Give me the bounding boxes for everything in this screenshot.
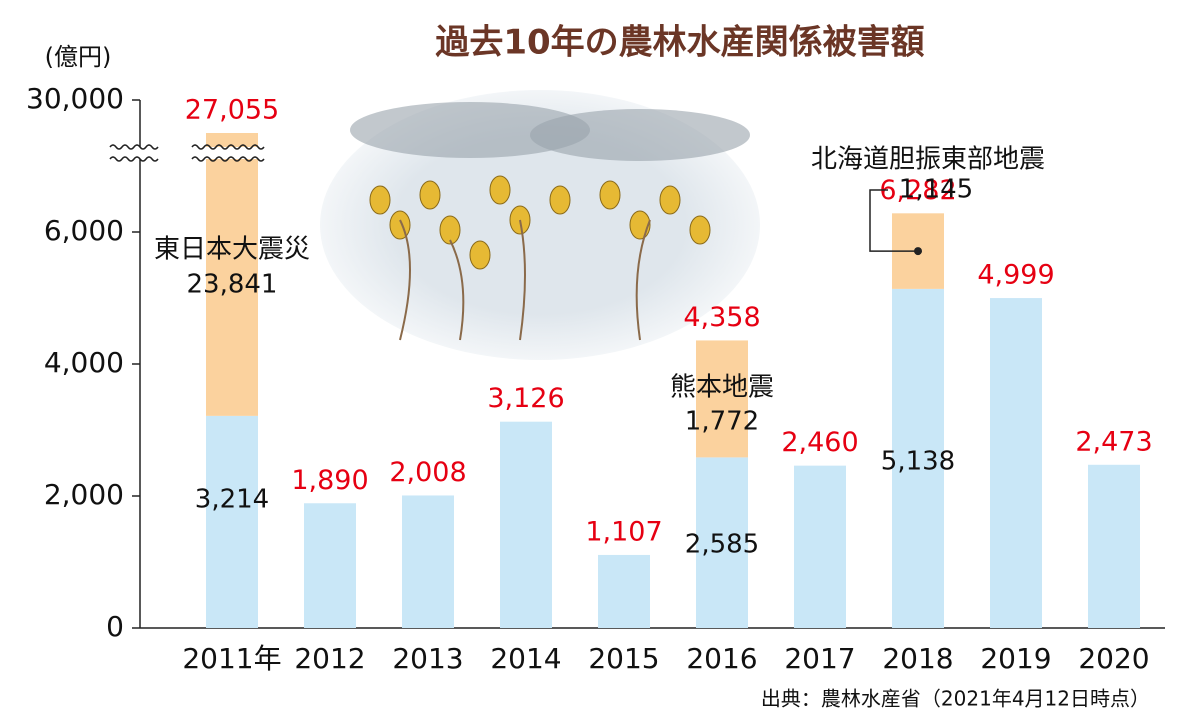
value-label: 1,772 [685,407,759,437]
y-unit: (億円) [45,43,112,71]
leader-dot [914,247,922,255]
value-label: 2,585 [685,530,759,560]
total-label: 27,055 [185,95,279,126]
annotation: 北海道胆振東部地震 [811,145,1045,175]
x-tick-label: 2016 [686,642,757,675]
x-tick-label: 2014 [490,642,561,675]
x-tick-label: 2013 [392,642,463,675]
chart: 過去10年の農林水産関係被害額 (億円) 出典：農林水産省（2021年4月12日… [0,0,1177,720]
total-label: 2,460 [781,427,858,458]
bar-segment [304,503,356,628]
y-tick-label: 30,000 [26,82,124,115]
value-label: 1,145 [899,175,973,205]
value-label: 3,214 [195,485,269,515]
total-label: 1,107 [585,516,662,547]
annotation: 熊本地震 [670,373,774,403]
value-label: 5,138 [881,447,955,477]
y-tick-label: 2,000 [44,478,124,511]
total-label: 2,008 [389,457,466,488]
total-label: 1,890 [291,465,368,496]
source: 出典：農林水産省（2021年4月12日時点） [761,687,1150,711]
bar-segment [990,298,1042,628]
chart-title: 過去10年の農林水産関係被害額 [435,23,924,63]
x-tick-label: 2020 [1078,642,1149,675]
bar-segment [402,495,454,628]
bar-segment [794,466,846,628]
x-tick-label: 2012 [294,642,365,675]
bar-segment [500,422,552,628]
total-label: 2,473 [1075,426,1152,457]
bar-segment [598,555,650,628]
x-tick-label: 2018 [882,642,953,675]
x-tick-label: 2019 [980,642,1051,675]
bar-segment [206,416,258,628]
x-tick-label: 2017 [784,642,855,675]
total-label: 4,999 [977,260,1054,291]
total-label: 3,126 [487,383,564,414]
x-tick-label: 2011年 [182,642,281,675]
annotation: 東日本大震災 [154,235,310,265]
value-label: 23,841 [187,270,278,300]
y-tick-label: 4,000 [44,346,124,379]
total-label: 4,358 [683,302,760,333]
x-tick-label: 2015 [588,642,659,675]
y-tick-label: 0 [106,610,124,643]
y-tick-label: 6,000 [44,214,124,247]
bar-segment [1088,465,1140,628]
